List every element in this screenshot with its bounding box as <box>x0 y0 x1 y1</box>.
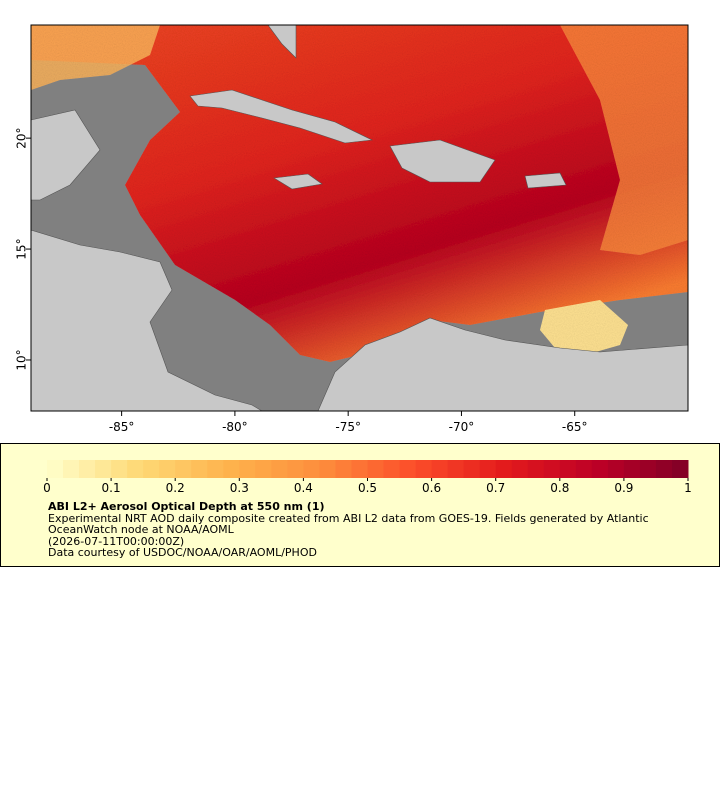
aerosol-low <box>31 25 160 90</box>
colorbar-step <box>335 460 352 478</box>
map-frame <box>30 24 689 412</box>
colorbar-step <box>495 460 513 478</box>
land <box>31 109 101 201</box>
land <box>524 172 567 189</box>
x-tick-label: -85° <box>109 420 135 434</box>
colorbar-step <box>287 460 304 478</box>
colorbar-step <box>559 460 577 478</box>
colorbar-step <box>671 460 689 478</box>
y-tick-label: 20° <box>15 127 29 148</box>
aerosol-low <box>540 300 628 355</box>
land <box>267 25 297 59</box>
colorbar-step <box>655 460 673 478</box>
colorbar-tick-label: 0 <box>43 481 51 495</box>
colorbar-step <box>47 460 64 478</box>
aerosol-field <box>31 25 688 362</box>
colorbar-step <box>303 460 320 478</box>
colorbar-step <box>127 460 144 478</box>
colorbar-tick-label: 0.5 <box>358 481 377 495</box>
x-tick-label: -80° <box>222 420 248 434</box>
colorbar-step <box>415 460 433 478</box>
colorbar-step <box>239 460 256 478</box>
x-tick-label: -70° <box>449 420 475 434</box>
colorbar-step <box>591 460 609 478</box>
x-tick-label: -75° <box>335 420 361 434</box>
colorbar-step <box>447 460 465 478</box>
colorbar-step <box>143 460 160 478</box>
colorbar-step <box>271 460 288 478</box>
legend-text: ABI L2+ Aerosol Optical Depth at 550 nm … <box>48 501 688 559</box>
aerosol-low <box>560 25 688 255</box>
colorbar-step <box>575 460 593 478</box>
colorbar-step <box>623 460 641 478</box>
colorbar-step <box>223 460 240 478</box>
land <box>317 317 688 411</box>
colorbar-step <box>527 460 545 478</box>
land <box>189 89 374 144</box>
colorbar-tick-label: 0.7 <box>486 481 505 495</box>
colorbar-tick-label: 0.8 <box>550 481 569 495</box>
colorbar-step <box>207 460 224 478</box>
colorbar-step <box>159 460 176 478</box>
land <box>31 229 263 411</box>
colorbar-tick-label: 0.4 <box>294 481 313 495</box>
colorbar-step <box>191 460 208 478</box>
colorbar-step <box>95 460 112 478</box>
colorbar-tick-label: 0.6 <box>422 481 441 495</box>
land <box>389 139 496 183</box>
colorbar-step <box>319 460 336 478</box>
colorbar-step <box>63 460 80 478</box>
legend-title: ABI L2+ Aerosol Optical Depth at 550 nm … <box>48 500 325 513</box>
colorbar-step <box>543 460 561 478</box>
legend-description: Experimental NRT AOD daily composite cre… <box>48 511 649 536</box>
colorbar-step <box>607 460 625 478</box>
land <box>273 173 323 190</box>
colorbar: 0 0.1 0.2 0.3 0.4 0.5 0.6 0.7 0.8 0.9 1 <box>43 460 692 495</box>
colorbar-tick-label: 0.2 <box>166 481 185 495</box>
colorbar-step <box>367 460 385 478</box>
colorbar-step <box>79 460 96 478</box>
legend-credit: Data courtesy of USDOC/NOAA/OAR/AOML/PHO… <box>48 546 317 559</box>
colorbar-step <box>511 460 529 478</box>
map-area <box>31 25 688 411</box>
colorbar-step <box>479 460 497 478</box>
colorbar-step <box>175 460 192 478</box>
y-tick-label: 10° <box>15 349 29 370</box>
legend-time: (2026-07-11T00:00:00Z) <box>48 534 185 548</box>
colorbar-step <box>255 460 272 478</box>
colorbar-step <box>639 460 657 478</box>
colorbar-step <box>383 460 401 478</box>
colorbar-tick-label: 1 <box>684 481 692 495</box>
colorbar-step <box>399 460 417 478</box>
colorbar-step <box>351 460 368 478</box>
colorbar-tick-label: 0.1 <box>102 481 121 495</box>
colorbar-step <box>431 460 449 478</box>
y-tick-label: 15° <box>15 238 29 259</box>
colorbar-tick-label: 0.3 <box>230 481 249 495</box>
colorbar-step <box>111 460 128 478</box>
x-tick-label: -65° <box>562 420 588 434</box>
colorbar-step <box>463 460 481 478</box>
colorbar-tick-label: 0.9 <box>614 481 633 495</box>
